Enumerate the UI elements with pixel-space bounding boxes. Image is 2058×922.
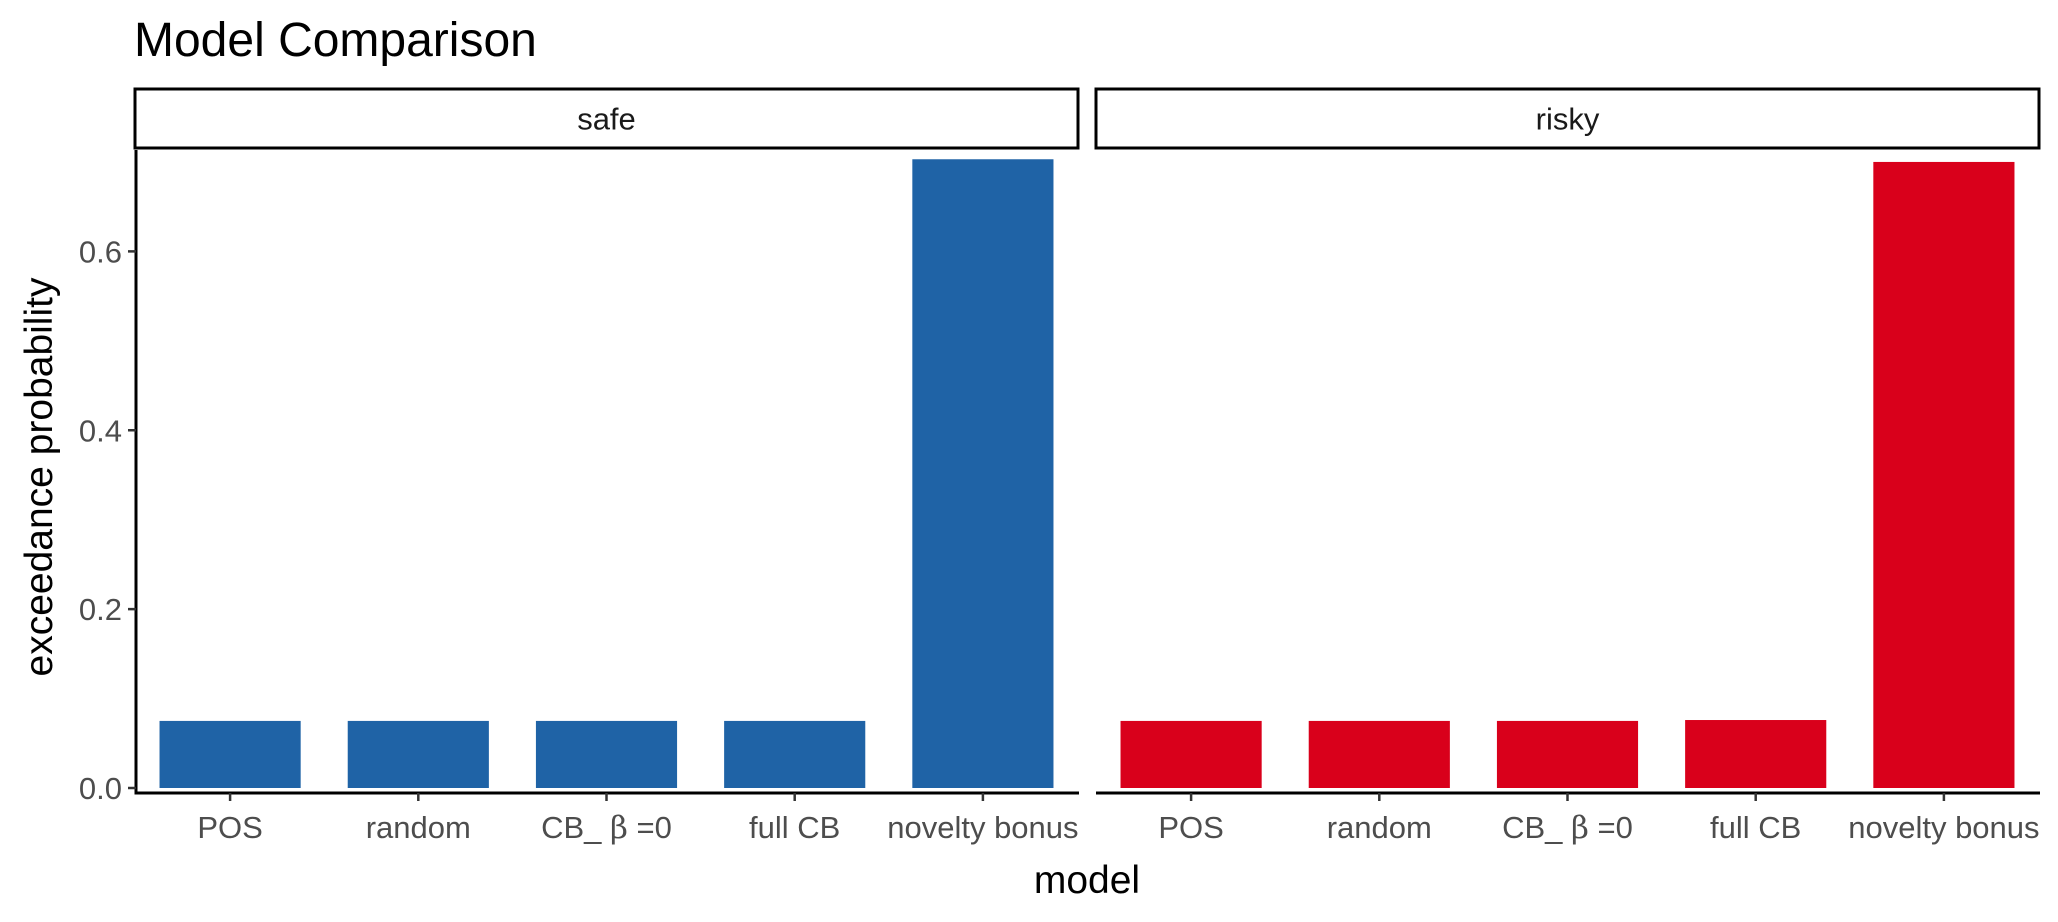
strip-label-risky: risky <box>1536 102 1600 137</box>
chart-title: Model Comparison <box>134 14 537 67</box>
x-tick-label-risky-2: CB_ β =0 <box>1502 810 1633 846</box>
panel-safe: safe POS random CB_ β =0 full CB novelty bonu… <box>133 87 1080 846</box>
x-tick-label-risky-4: novelty bonus <box>1848 810 2039 845</box>
x-tick-label-safe-0: POS <box>197 810 262 845</box>
y-tick-label-0: 0.0 <box>79 771 122 806</box>
facet-panels: safe POS random CB_ β =0 full CB novelty bonu… <box>133 87 2041 846</box>
bar-risky-4 <box>1873 161 2015 788</box>
y-axis-title: exceedance probability <box>18 277 61 676</box>
x-tick-label-risky-0: POS <box>1158 810 1223 845</box>
bar-risky-2 <box>1496 720 1639 788</box>
bar-risky-1 <box>1308 720 1450 788</box>
bar-safe-2 <box>535 720 678 788</box>
y-tick-label-3: 0.6 <box>79 234 122 269</box>
x-tick-label-safe-4: novelty bonus <box>887 810 1078 845</box>
bar-safe-1 <box>347 720 489 788</box>
y-axis: 0.0 0.2 0.4 0.6 <box>79 150 138 806</box>
x-tick-label-safe-1: random <box>366 810 471 845</box>
y-tick-label-1: 0.2 <box>79 592 122 627</box>
x-tick-label-safe-3: full CB <box>749 810 840 845</box>
x-tick-label-risky-3: full CB <box>1710 810 1801 845</box>
x-tick-label-risky-1: random <box>1327 810 1432 845</box>
strip-safe <box>133 87 1080 150</box>
strip-label-safe: safe <box>577 102 636 137</box>
bar-risky-0 <box>1120 720 1262 788</box>
strip-risky <box>1094 87 2041 150</box>
bar-safe-4 <box>912 159 1054 788</box>
panel-risky: risky POS random CB_ β =0 full CB novelty bon… <box>1094 87 2041 846</box>
x-tick-label-safe-2: CB_ β =0 <box>541 810 672 846</box>
bar-safe-3 <box>724 720 866 788</box>
x-axis-title: model <box>1034 859 1140 902</box>
bar-safe-0 <box>159 720 301 788</box>
bar-risky-3 <box>1685 720 1827 788</box>
y-tick-label-2: 0.4 <box>79 413 122 448</box>
